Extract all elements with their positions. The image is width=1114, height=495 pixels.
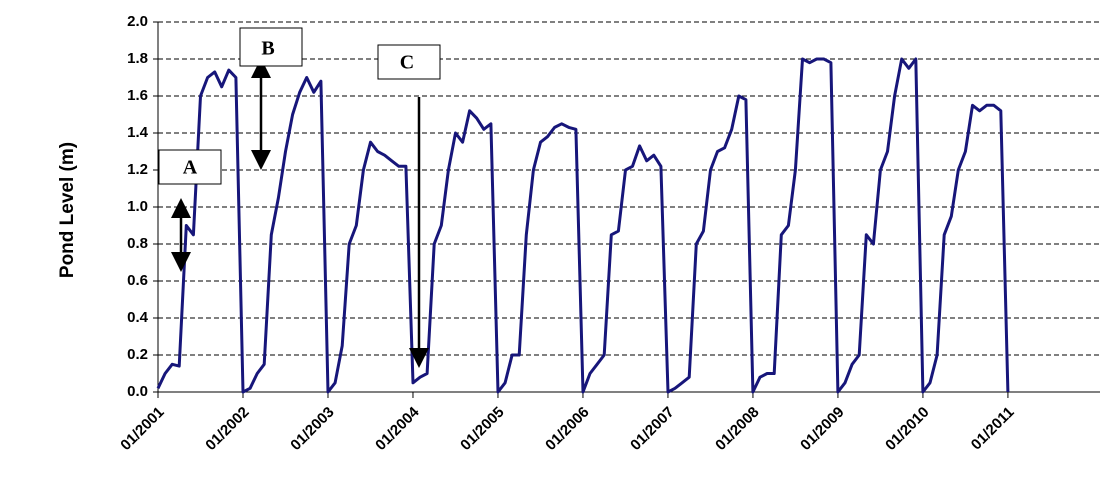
x-tick-label: 01/2005: [457, 404, 507, 454]
x-tick-label: 01/2009: [797, 404, 847, 454]
x-tick-label: 01/2011: [968, 404, 1018, 454]
x-tick-label: 01/2006: [542, 404, 592, 454]
annotation-box: [377, 44, 441, 80]
x-tick-label: 01/2004: [372, 403, 423, 454]
y-tick-label: 1.4: [127, 124, 149, 141]
annotation: B: [261, 38, 274, 60]
annotation-box: [158, 149, 222, 185]
plot-area: 0.0 0.2 0.4 0.6 0.8 1.0 1.2 1.4 1.6 1.8 2.0 01/2001…: [117, 13, 1100, 454]
x-tick-label: 01/2010: [882, 404, 932, 454]
x-tick-label: 01/2003: [287, 404, 337, 454]
x-tick-label: 01/2001: [117, 404, 167, 454]
y-tick-label: 1.0: [127, 198, 148, 215]
y-tick-label: 0.6: [127, 272, 148, 289]
data-line: [156, 57, 1010, 394]
y-tick-label: 0.8: [127, 235, 148, 252]
y-tick-label: 1.8: [127, 50, 148, 67]
y-tick-label: 2.0: [127, 13, 148, 30]
annotation: A: [183, 157, 198, 179]
y-tick-label: 1.6: [127, 87, 148, 104]
annotation-box: [239, 27, 303, 67]
x-tick-label: 01/2002: [202, 404, 252, 454]
y-tick-label: 1.2: [127, 161, 148, 178]
y-axis-title: Pond Level (m): [57, 142, 78, 278]
y-tick-label: 0.4: [127, 309, 149, 326]
x-tick-label: 01/2007: [627, 404, 677, 454]
y-tick-label: 0.2: [127, 346, 148, 363]
annotation: C: [400, 52, 414, 74]
y-tick-label: 0.0: [127, 383, 148, 400]
x-tick-label: 01/2008: [712, 404, 762, 454]
